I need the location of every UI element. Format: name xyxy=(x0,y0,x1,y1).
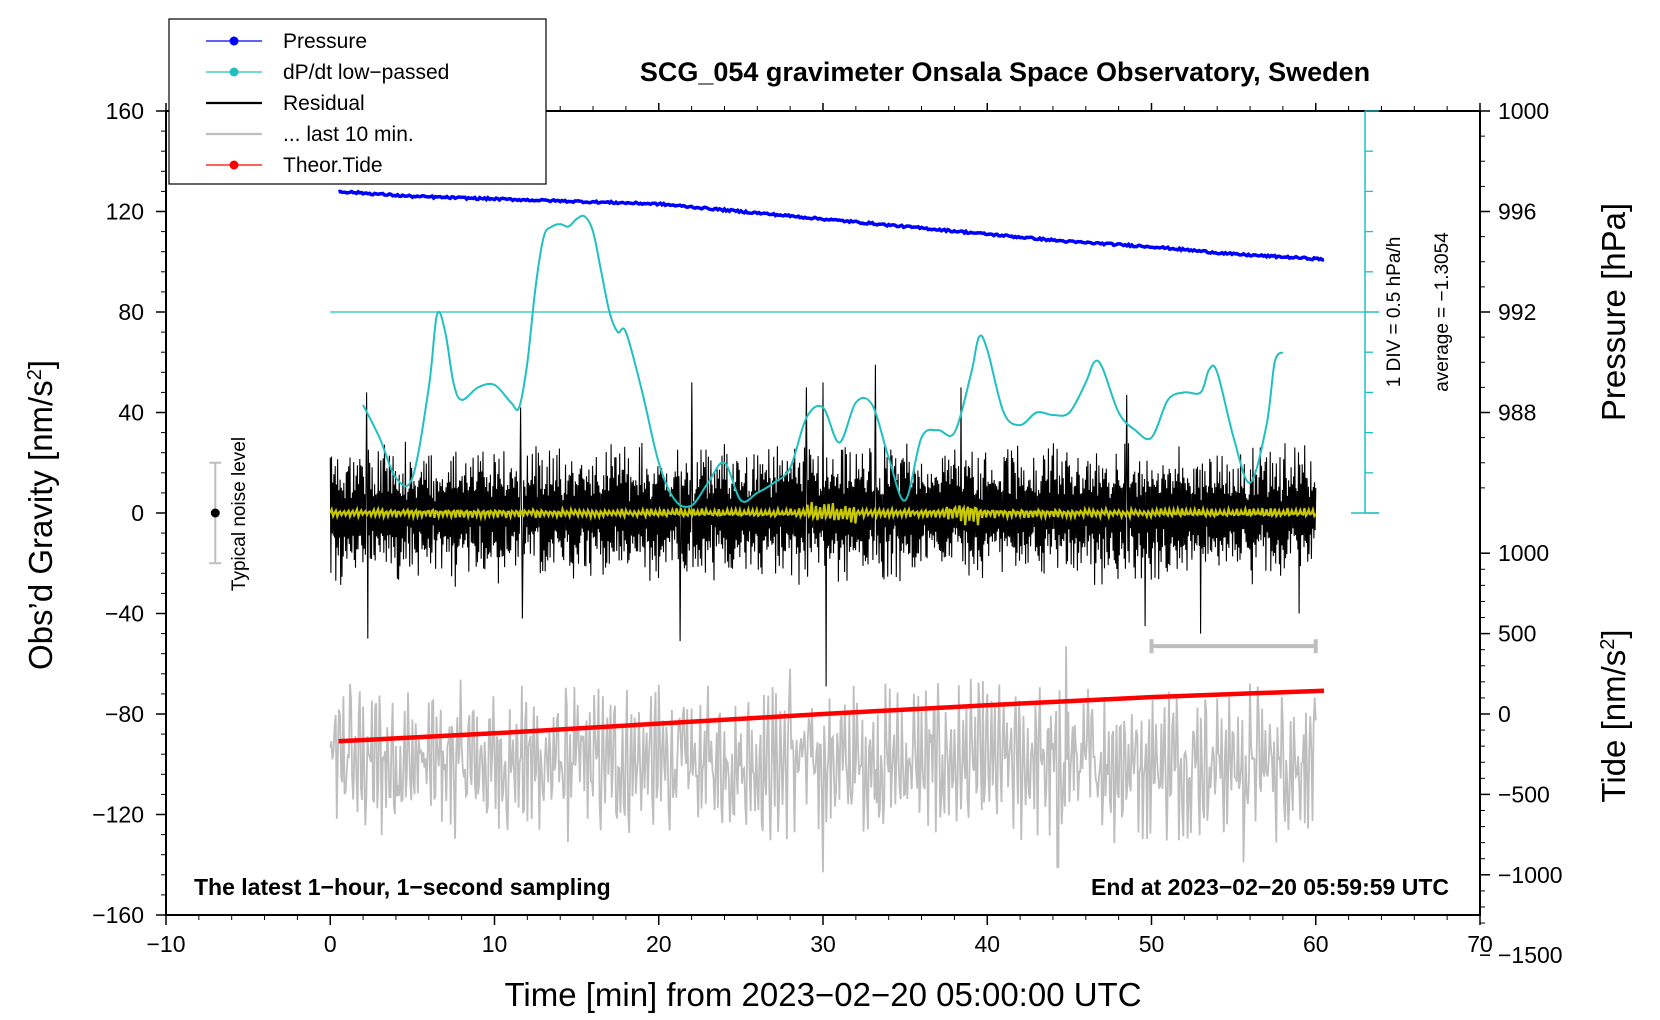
pressure-tick-label: 996 xyxy=(1498,199,1536,225)
legend-label: dP/dt low−passed xyxy=(283,61,449,84)
legend-label: ... last 10 min. xyxy=(283,123,414,146)
y-tick-label: −40 xyxy=(105,601,144,627)
legend: Pressure dP/dt low−passed Residual ... last… xyxy=(168,18,547,185)
x-tick-label: 50 xyxy=(1139,931,1165,957)
bottom-right-note: End at 2023−02−20 05:59:59 UTC xyxy=(1091,874,1449,900)
x-tick-label: 60 xyxy=(1303,931,1329,957)
dpdt-line xyxy=(362,214,1284,509)
pressure-tick-label: 992 xyxy=(1498,299,1536,325)
y-tick-label: 0 xyxy=(131,500,144,526)
tide-tick-label: 1000 xyxy=(1498,540,1549,566)
tide-tick-label: 500 xyxy=(1498,621,1536,647)
legend-label: Theor.Tide xyxy=(283,154,383,177)
x-axis-title: Time [min] from 2023−02−20 05:00:00 UTC xyxy=(504,976,1141,1013)
tide-tick-label: −1000 xyxy=(1498,862,1563,888)
chart-title: SCG_054 gravimeter Onsala Space Observat… xyxy=(640,57,1370,87)
noise-level-label: Typical noise level xyxy=(229,437,250,591)
pressure-axis-title: Pressure [hPa] xyxy=(1595,203,1632,421)
x-tick-label: 0 xyxy=(324,931,337,957)
y-tick-label: −80 xyxy=(105,701,144,727)
pressure-tick-label: 988 xyxy=(1498,400,1536,426)
last-10min-line xyxy=(329,646,1317,873)
tide-axis-title: Tide [nm/s2] xyxy=(1595,629,1632,802)
y-tick-label: 160 xyxy=(106,98,144,124)
legend-marker xyxy=(229,160,239,170)
x-tick-label: 70 xyxy=(1467,931,1493,957)
pressure-line xyxy=(338,189,1325,262)
x-tick-label: 20 xyxy=(646,931,672,957)
y-tick-label: 40 xyxy=(118,400,144,426)
x-tick-label: −10 xyxy=(146,931,185,957)
x-tick-label: 10 xyxy=(482,931,508,957)
tide-tick-label: −500 xyxy=(1498,781,1550,807)
dpdt-div-label: 1 DIV = 0.5 hPa/h xyxy=(1384,237,1405,388)
legend-label: Residual xyxy=(283,92,365,115)
series-layer xyxy=(209,110,1380,873)
ticks-layer: −10 0 10 20 30 40 50 60 70 −160 −120 −80 −40 0 40 80 120… xyxy=(92,98,1562,968)
residual-lowpass-line xyxy=(329,501,1317,526)
x-tick-label: 40 xyxy=(974,931,1000,957)
y-tick-label: −160 xyxy=(92,902,144,928)
tide-line xyxy=(338,688,1325,744)
dpdt-average-label: average = −1.3054 xyxy=(1432,232,1453,392)
y-tick-label: 80 xyxy=(118,299,144,325)
y-tick-label: 120 xyxy=(106,199,144,225)
tide-tick-label: −1500 xyxy=(1498,942,1563,968)
x-tick-label: 30 xyxy=(810,931,836,957)
y-tick-label: −120 xyxy=(92,802,144,828)
legend-marker xyxy=(229,36,239,46)
legend-label: Pressure xyxy=(283,30,367,53)
pressure-tick-label: 1000 xyxy=(1498,98,1549,124)
y-axis-title: Obs’d Gravity [nm/s2] xyxy=(22,360,59,670)
legend-box xyxy=(168,18,547,185)
noise-bar-dot xyxy=(210,508,220,518)
tide-tick-label: 0 xyxy=(1498,701,1511,727)
bottom-left-note: The latest 1−hour, 1−second sampling xyxy=(194,874,611,900)
legend-marker xyxy=(229,67,239,77)
